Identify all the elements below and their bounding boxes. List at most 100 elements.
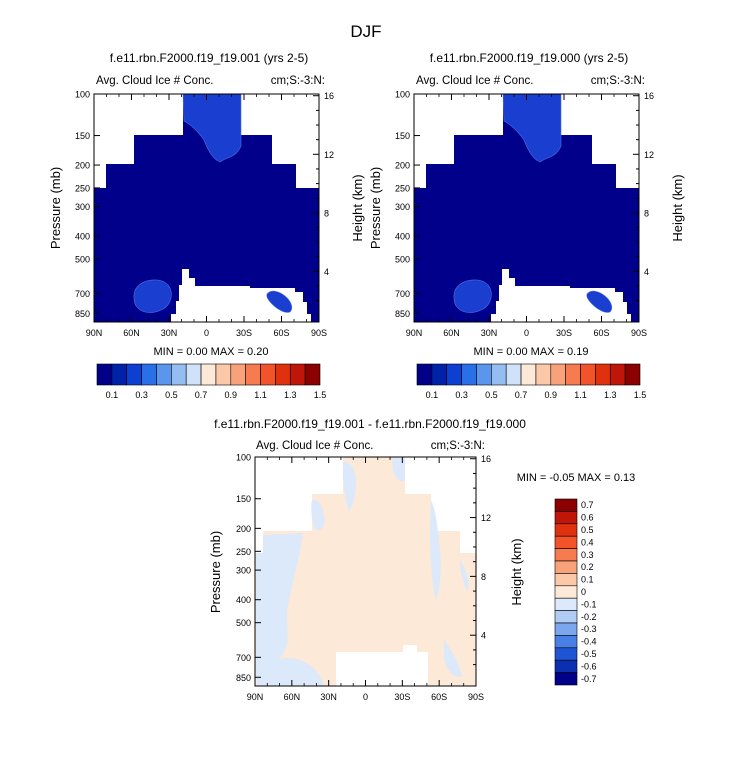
panel-3-colorbar-box	[554, 498, 578, 512]
panel-1-colorbar-label: 0.1	[106, 390, 119, 400]
panel-2-ytick-right-label: 12	[644, 150, 654, 160]
panel-2-colorbar-box	[535, 363, 552, 386]
panel-3-ytick-label: 400	[236, 595, 251, 605]
panel-3-colorbar-box	[554, 523, 578, 537]
panel-1-ytick-label: 150	[75, 131, 90, 141]
panel-2-ytick-right-label: 16	[644, 91, 654, 101]
panel-2-ytick-label: 850	[395, 309, 410, 319]
panel-3-subtitle-left: Avg. Cloud Ice # Conc.	[256, 440, 373, 452]
panel-3-colorbar-label: 0.4	[581, 537, 594, 547]
panel-3-neg-left-3	[311, 499, 325, 531]
panel-3-subtitle-right: cm;S:-3:N:	[431, 440, 485, 452]
panel-2-colorbar-label: 1.5	[634, 390, 647, 400]
panel-2-axes: 90N 60N 30N 0 30S 60S 90S 100 150 200 250 300 400 500…	[395, 90, 654, 339]
panel-2-colorbar-label: 0.5	[485, 390, 498, 400]
panel-2-colorbar: 0.1 0.3 0.5 0.7 0.9 1.1 1.3 1.5	[416, 363, 647, 400]
panel-2-ytick-label: 250	[395, 183, 410, 193]
panel-3-neg-right-2	[460, 560, 469, 592]
panel-2-colorbar-label: 1.3	[604, 390, 617, 400]
panel-2-colorbar-box	[624, 363, 641, 386]
panel-3-colorbar-label: -0.7	[581, 674, 597, 684]
panel-2-ytick-label: 300	[395, 202, 410, 212]
panel-2-xtick-label: 90N	[406, 328, 423, 338]
panel-3-ytick-label: 700	[236, 653, 251, 663]
panel-2-subtitle-right: cm;S:-3:N:	[591, 75, 645, 87]
panel-1-ice-region	[94, 94, 319, 322]
panel-2-colorbar-label: 0.1	[426, 390, 439, 400]
panel-2-colorbar-box	[520, 363, 537, 386]
panel-3-ytick-label: 850	[236, 673, 251, 683]
panel-3-colorbar-box	[554, 560, 578, 574]
panel-3-colorbar-label: 0.1	[581, 575, 594, 585]
panel-3-ytick-right-label: 12	[481, 513, 491, 523]
panel-3-colorbar-box	[554, 585, 578, 599]
panel-1-xtick-label: 0	[204, 328, 209, 338]
panel-3-colorbar-label: 0.5	[581, 525, 594, 535]
panel-2-colorbar-box	[505, 363, 522, 386]
panel-2-xtick-label: 30S	[556, 328, 572, 338]
panel-2-ytick-right-label: 8	[644, 208, 649, 218]
panel-1-colorbar-box	[275, 363, 291, 386]
panel-2-ice-region	[414, 94, 639, 322]
panel-2-contour-right	[586, 290, 613, 313]
panel-1-field	[94, 93, 319, 322]
panel-1-colorbar-label: 1.1	[254, 390, 267, 400]
panel-3-title: f.e11.rbn.F2000.f19_f19.001 - f.e11.rbn.…	[214, 417, 526, 431]
panel-3-colorbar-label: -0.5	[581, 649, 597, 659]
panel-3-neg-mid	[342, 461, 356, 512]
panel-1-ytick-label: 250	[75, 183, 90, 193]
panel-3-field	[255, 457, 476, 686]
panel-3-colorbar-label: -0.2	[581, 612, 597, 622]
panel-1-xtick-label: 30N	[161, 328, 178, 338]
figure-title: DJF	[350, 22, 381, 41]
panel-2-colorbar-box	[476, 363, 492, 386]
panel-1-colorbar-box	[260, 363, 276, 386]
panel-1-ytick-right-label: 8	[324, 208, 329, 218]
panel-2-ytick-label: 200	[395, 161, 410, 171]
panel-2-colorbar-label: 0.7	[515, 390, 528, 400]
panel-1-colorbar-label: 0.3	[135, 390, 148, 400]
panel-1-colorbar-box	[304, 363, 321, 386]
panel-1-colorbar-box	[245, 363, 261, 386]
panel-3-xtick-label: 30S	[394, 692, 410, 702]
panel-3-diff-region	[255, 457, 476, 686]
panel-3-xtick-label: 60N	[284, 692, 301, 702]
panel-1-colorbar-box	[171, 363, 187, 386]
panel-2-contour-left	[453, 279, 492, 313]
panel-3-xtick-label: 90N	[247, 692, 264, 702]
panel-1-contour-top	[182, 93, 242, 163]
panel-1-ytick-label: 700	[75, 289, 90, 299]
panel-1-ytick-label: 100	[75, 90, 90, 100]
panel-3-ytick-right-label: 4	[481, 631, 486, 641]
panel-2-subtitle-left: Avg. Cloud Ice # Conc.	[416, 75, 533, 87]
panel-1-ylabel: Pressure (mb)	[48, 167, 63, 249]
panel-2-colorbar-box	[446, 363, 462, 386]
panel-1-colorbar: 0.1 0.3 0.5 0.7 0.9 1.1 1.3 1.5	[96, 363, 326, 400]
panel-3: f.e11.rbn.F2000.f19_f19.001 - f.e11.rbn.…	[208, 417, 635, 702]
panel-1-ytick-right-label: 4	[324, 267, 329, 277]
panel-3-neg-right-1	[430, 500, 441, 600]
panel-2-colorbar-label: 1.1	[574, 390, 587, 400]
panel-2-ytick-right-label: 4	[644, 267, 649, 277]
panel-1-subtitle-left: Avg. Cloud Ice # Conc.	[96, 75, 213, 87]
panel-2-colorbar-box	[609, 363, 626, 386]
panel-2-ytick-label: 100	[395, 90, 410, 100]
panel-2-xtick-label: 60N	[443, 328, 460, 338]
panel-2-xtick-label: 90S	[631, 328, 647, 338]
panel-3-ytick-label: 200	[236, 524, 251, 534]
panel-3-ylabel-right: Height (km)	[509, 538, 524, 605]
panel-1-title: f.e11.rbn.F2000.f19_f19.001 (yrs 2-5)	[110, 51, 309, 65]
panel-1-xtick-label: 60N	[123, 328, 140, 338]
panel-1-ylabel-right: Height (km)	[350, 174, 365, 241]
panel-2-xtick-label: 0	[524, 328, 529, 338]
panel-1-colorbar-box	[141, 363, 157, 386]
panel-1-ytick-right-label: 12	[324, 150, 334, 160]
panel-3-colorbar-box	[554, 622, 578, 636]
panel-1-contour-right	[266, 290, 293, 313]
panel-2-ylabel: Pressure (mb)	[368, 167, 383, 249]
panel-2-colorbar-box	[416, 363, 433, 386]
panel-1-colorbar-box	[96, 363, 113, 386]
panel-1-colorbar-box	[185, 363, 202, 386]
panel-1-xtick-label: 90S	[311, 328, 327, 338]
panel-2-xtick-label: 60S	[593, 328, 609, 338]
